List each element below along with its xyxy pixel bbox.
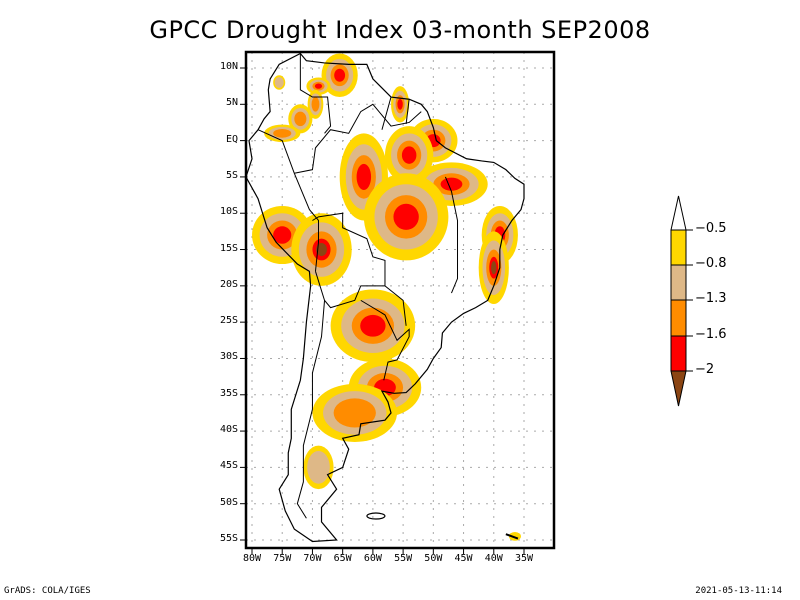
- colorbar-bin: [670, 264, 687, 301]
- colorbar-label: −2: [695, 362, 715, 377]
- drought-contour: [440, 177, 463, 191]
- y-tick-label: 40S: [219, 424, 238, 436]
- drought-contour: [307, 451, 330, 484]
- x-tick-label: 40W: [484, 553, 503, 564]
- x-tick-label: 60W: [363, 553, 382, 564]
- x-tick-label: 70W: [303, 553, 322, 564]
- map-frame: [244, 50, 556, 550]
- country-border: [405, 99, 410, 124]
- x-tick-label: 55W: [394, 553, 413, 564]
- y-tick-label: 55S: [219, 533, 238, 544]
- south-georgia-island: [505, 533, 519, 540]
- y-tick-label: 50S: [219, 496, 238, 508]
- x-tick-label: 65W: [333, 553, 352, 564]
- x-tick-label: 45W: [454, 553, 473, 564]
- chart-title: GPCC Drought Index 03-month SEP2008: [149, 16, 651, 44]
- y-tick-label: EQ: [225, 133, 238, 145]
- country-border: [381, 96, 392, 130]
- country-border: [314, 271, 385, 309]
- y-tick-label: 10S: [219, 206, 238, 218]
- y-tick-label: 20S: [219, 278, 238, 290]
- grads-credit: GrADS: COLA/IGES: [4, 586, 91, 596]
- colorbar-bin: [670, 195, 687, 231]
- y-tick-label: 25S: [219, 315, 238, 327]
- country-border: [257, 129, 295, 174]
- drought-contour: [273, 226, 292, 244]
- country-border: [312, 212, 407, 326]
- colorbar-bin: [670, 370, 687, 407]
- x-tick-label: 50W: [424, 553, 443, 564]
- falkland-islands: [366, 512, 386, 520]
- y-tick-label: 5S: [225, 169, 238, 181]
- country-border: [296, 300, 326, 519]
- drought-contour: [401, 146, 417, 164]
- y-tick-label: 10N: [219, 61, 238, 72]
- country-border: [293, 173, 319, 272]
- drought-contour: [316, 243, 327, 257]
- drought-contour: [393, 203, 419, 230]
- drought-contour: [274, 77, 284, 88]
- drought-contour: [491, 261, 497, 275]
- y-tick-label: 5N: [225, 97, 238, 109]
- country-border: [299, 53, 332, 134]
- drought-contour: [397, 98, 403, 110]
- colorbar-label: −1.6: [695, 327, 727, 342]
- country-border: [294, 103, 422, 174]
- drought-contour: [311, 97, 320, 112]
- timestamp: 2021-05-13-11:14: [695, 586, 782, 596]
- drought-contour: [314, 83, 323, 89]
- x-tick-label: 75W: [273, 553, 292, 564]
- colorbar-label: −1.3: [695, 291, 727, 306]
- colorbar-bin: [670, 335, 687, 372]
- drought-contour: [333, 398, 376, 428]
- drought-contour: [294, 111, 307, 127]
- coastline-south-america: [246, 52, 525, 543]
- drought-contour: [273, 128, 292, 138]
- colorbar-label: −0.8: [695, 256, 727, 271]
- colorbar-bin: [670, 229, 687, 266]
- country-border: [360, 299, 410, 381]
- colorbar: [670, 195, 693, 407]
- x-tick-label: 80W: [242, 553, 262, 564]
- x-tick-label: 35W: [514, 553, 534, 564]
- drought-contour: [356, 163, 372, 190]
- country-border: [444, 176, 459, 294]
- colorbar-label: −0.5: [695, 221, 727, 236]
- y-tick-label: 30S: [219, 351, 238, 363]
- drought-contour: [334, 68, 346, 82]
- drought-contour: [360, 314, 386, 337]
- y-tick-label: 45S: [219, 460, 238, 472]
- country-borders: [246, 52, 525, 543]
- y-tick-label: 35S: [219, 387, 238, 399]
- colorbar-bin: [670, 299, 687, 337]
- y-tick-label: 15S: [219, 242, 238, 254]
- drought-fill-layer: [252, 53, 521, 541]
